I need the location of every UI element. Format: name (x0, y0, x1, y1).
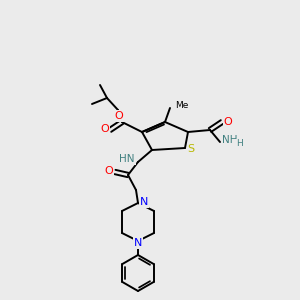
Text: Me: Me (175, 101, 188, 110)
Text: H: H (236, 140, 243, 148)
Text: S: S (188, 144, 195, 154)
Text: N: N (140, 197, 148, 207)
Text: O: O (224, 117, 232, 127)
Text: N: N (134, 238, 142, 248)
Text: O: O (100, 124, 109, 134)
Text: O: O (115, 111, 123, 121)
Text: O: O (105, 166, 113, 176)
Text: HN: HN (119, 154, 135, 164)
Text: NH: NH (222, 135, 238, 145)
